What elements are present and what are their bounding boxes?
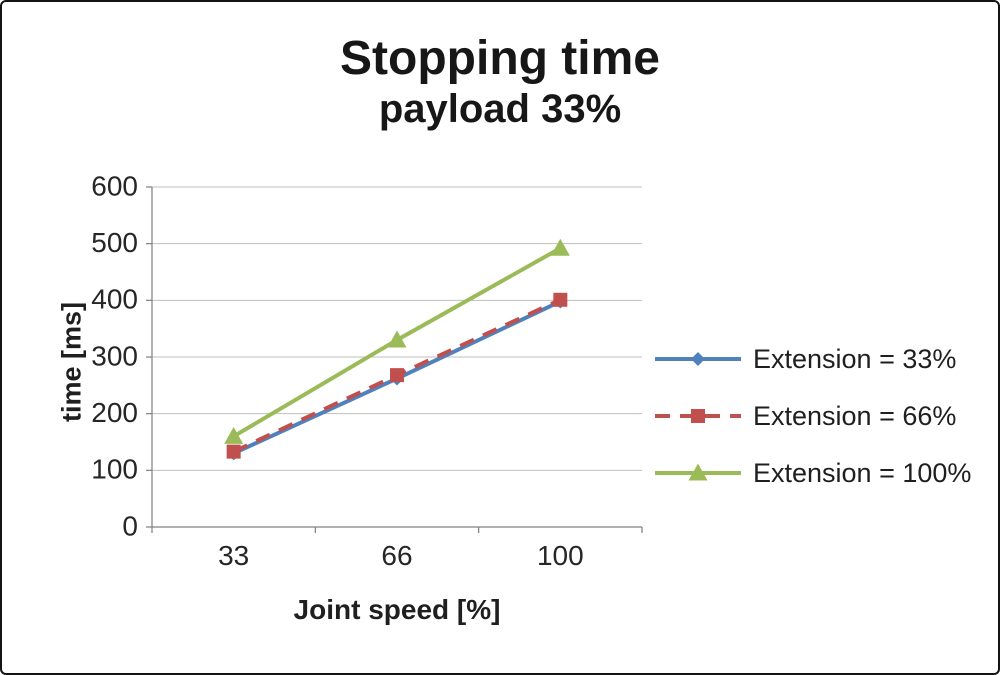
y-tick-label: 400 bbox=[91, 284, 138, 315]
y-tick-label: 500 bbox=[91, 227, 138, 258]
legend-key-diamond-icon bbox=[655, 352, 741, 366]
marker-diamond bbox=[691, 352, 705, 366]
y-tick-label: 0 bbox=[122, 510, 138, 541]
marker-square bbox=[390, 368, 404, 383]
legend-label: Extension = 66% bbox=[753, 400, 957, 431]
x-axis-title: Joint speed [%] bbox=[293, 594, 501, 625]
legend-item: Extension = 100% bbox=[654, 458, 971, 488]
marker-triangle bbox=[688, 463, 708, 481]
chart-title-line2: payload 33% bbox=[378, 86, 622, 131]
legend-key-square-icon bbox=[655, 409, 741, 423]
y-tick-label: 200 bbox=[91, 397, 138, 428]
legend: Extension = 33% Extension = 66% Extension … bbox=[654, 344, 971, 515]
marker-square bbox=[691, 409, 705, 423]
legend-key-triangle-icon bbox=[655, 463, 741, 481]
x-tick-label: 100 bbox=[537, 540, 584, 571]
marker-square bbox=[226, 444, 241, 459]
chart-title-line1: Stopping time bbox=[340, 32, 660, 85]
legend-label: Extension = 100% bbox=[753, 457, 972, 488]
legend-item: Extension = 33% bbox=[654, 344, 971, 374]
marker-square bbox=[553, 292, 568, 307]
marker-triangle bbox=[550, 238, 570, 256]
chart-title: Stopping time payload 33% bbox=[2, 32, 998, 133]
legend-label: Extension = 33% bbox=[753, 343, 957, 374]
y-tick-label: 100 bbox=[91, 454, 138, 485]
plot-area: 0 100 200 300 400 500 600 33 66 100 bbox=[91, 170, 643, 571]
marker-triangle bbox=[387, 330, 407, 348]
marker-triangle bbox=[224, 426, 244, 444]
x-tick-label: 33 bbox=[218, 540, 249, 571]
legend-item: Extension = 66% bbox=[654, 401, 971, 431]
y-tick-label: 300 bbox=[91, 340, 138, 371]
x-tick-label: 66 bbox=[381, 540, 412, 571]
y-tick-label: 600 bbox=[91, 170, 138, 201]
